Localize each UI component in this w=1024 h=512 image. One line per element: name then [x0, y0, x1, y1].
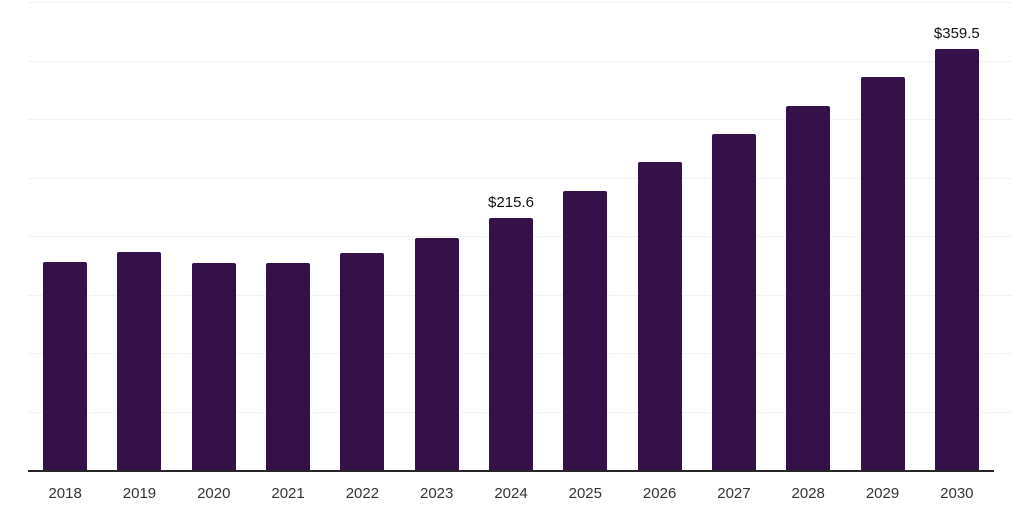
x-axis-label-2025: 2025	[568, 485, 602, 502]
bar-2018[interactable]	[43, 261, 88, 470]
x-axis-line	[28, 470, 994, 472]
x-axis-label-2022: 2022	[345, 485, 380, 502]
x-axis-label-2023: 2023	[420, 485, 454, 502]
x-axis-label-2027: 2027	[717, 485, 751, 502]
gridline-250	[28, 177, 1012, 179]
x-axis-label-2029: 2029	[865, 485, 900, 502]
bar-2021[interactable]	[266, 262, 311, 470]
value-label-2030: $359.5	[933, 25, 980, 43]
value-label-2024: $215.6	[488, 193, 534, 211]
gridline-350	[28, 60, 1012, 62]
gridline-300	[28, 119, 1012, 120]
x-axis-label-2026: 2026	[642, 485, 677, 502]
bar-2024[interactable]	[489, 217, 533, 470]
x-axis-label-2030: 2030	[940, 485, 974, 502]
bar-2026[interactable]	[637, 161, 682, 470]
bar-2027[interactable]	[711, 133, 756, 470]
x-axis-label-2020: 2020	[197, 485, 231, 502]
bar-2029[interactable]	[860, 76, 905, 470]
x-axis-label-2018: 2018	[48, 485, 82, 502]
x-axis-label-2021: 2021	[271, 485, 305, 502]
x-axis-label-2019: 2019	[122, 485, 157, 502]
bar-2019[interactable]	[117, 252, 162, 470]
bar-2020[interactable]	[191, 263, 236, 470]
bar-2025[interactable]	[563, 190, 608, 470]
gridline-400	[28, 2, 1012, 3]
x-axis-label-2024: 2024	[494, 485, 528, 502]
bar-2023[interactable]	[414, 238, 459, 470]
bar-2022[interactable]	[340, 252, 385, 470]
x-axis-label-2028: 2028	[791, 485, 825, 502]
bar-2030[interactable]	[934, 49, 979, 470]
bar-2028[interactable]	[786, 105, 831, 470]
